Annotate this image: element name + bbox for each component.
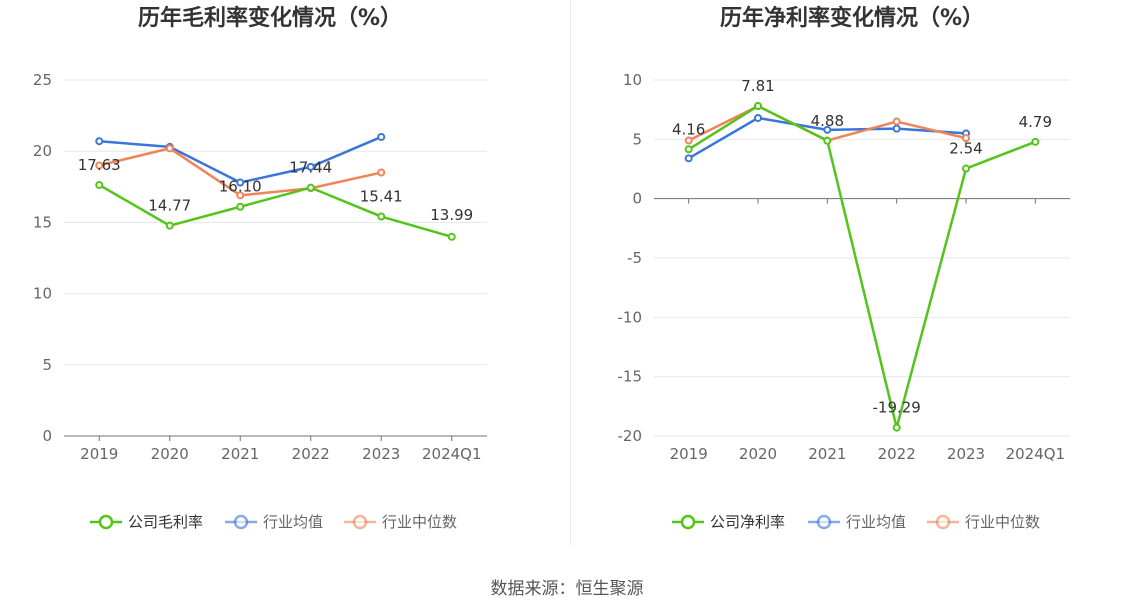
chart1-y-tick-label: 20 — [33, 142, 52, 160]
chart2-series-line-0 — [688, 104, 1036, 429]
chart2-series-point-1 — [823, 125, 832, 134]
chart2-series-point-2 — [684, 136, 693, 145]
chart1-series-line-1 — [99, 135, 382, 184]
source-note: 数据来源：恒生聚源 — [490, 579, 644, 599]
chart1-legend-marker — [98, 514, 114, 530]
chart2-legend-label: 行业中位数 — [965, 513, 1040, 531]
chart2-series-point-1 — [754, 113, 762, 122]
chart2-x-tick-label: 2019 — [670, 445, 708, 463]
chart2-data-label: 4.88 — [811, 112, 844, 130]
chart1-data-label: 16.10 — [219, 178, 262, 196]
chart2-series-point-2 — [962, 134, 970, 143]
chart1-y-tick-label: 15 — [33, 213, 52, 231]
chart2-series-point-0 — [754, 101, 762, 110]
chart2-legend-marker — [680, 514, 696, 530]
chart2-x-tick-label: 2022 — [878, 445, 916, 463]
chart1-x-tick-label: 2023 — [362, 445, 400, 463]
chart1-legend-label: 行业均值 — [263, 513, 323, 531]
chart2-y-tick-label: 5 — [632, 130, 642, 148]
chart1-series-point-1 — [306, 162, 315, 171]
chart2-x-tick-label: 2024Q1 — [1006, 445, 1066, 463]
chart2-data-label: -19.29 — [872, 399, 920, 417]
chart2-y-tick-label: 10 — [623, 71, 642, 89]
chart2-data-label: 7.81 — [741, 77, 774, 95]
chart2-series-point-0 — [823, 136, 832, 145]
chart2-series-point-1 — [684, 154, 693, 163]
chart2-series-point-0 — [1031, 137, 1040, 146]
chart1-x-tick-label: 2020 — [151, 445, 189, 463]
chart1-series-point-2 — [165, 144, 174, 153]
chart1-legend-label: 行业中位数 — [382, 513, 457, 531]
chart2-y-tick-label: 0 — [632, 190, 642, 208]
chart2-legend-label: 公司净利率 — [710, 513, 785, 531]
chart1-x-tick-label: 2024Q1 — [422, 445, 482, 463]
chart1-series-point-0 — [306, 183, 315, 192]
chart2-series-point-1 — [892, 124, 901, 133]
chart2-x-tick-label: 2023 — [947, 445, 985, 463]
chart2-title: 历年净利率变化情况（%） — [720, 5, 984, 31]
chart2-series-point-2 — [892, 117, 901, 126]
chart2-y-tick-label: -15 — [618, 368, 643, 386]
chart1-data-label: 17.44 — [289, 159, 332, 177]
chart1-series-point-2 — [95, 161, 104, 170]
chart1-x-tick-label: 2021 — [221, 445, 259, 463]
chart2-x-tick-label: 2020 — [739, 445, 777, 463]
chart1-series-point-1 — [236, 178, 245, 187]
chart2-x-tick-label: 2021 — [808, 445, 846, 463]
chart1-data-label: 13.99 — [430, 206, 473, 224]
chart1-series-point-1 — [377, 132, 386, 141]
chart1-y-tick-label: 0 — [42, 427, 52, 445]
chart2-y-tick-label: -10 — [618, 308, 643, 326]
chart1-x-tick-label: 2022 — [292, 445, 330, 463]
chart1-series-line-0 — [98, 183, 453, 238]
chart1-series-point-2 — [236, 191, 245, 200]
chart1-x-tick-label: 2019 — [80, 445, 118, 463]
chart2-data-label: 2.54 — [949, 140, 982, 158]
chart1-series-point-0 — [236, 202, 245, 211]
chart1-series-point-2 — [377, 168, 386, 177]
chart1-legend-marker — [352, 514, 368, 530]
chart1-legend-label: 公司毛利率 — [128, 513, 203, 531]
chart1-series-point-0 — [95, 180, 104, 189]
chart2-y-tick-label: -5 — [627, 249, 642, 267]
chart2-legend-marker — [816, 514, 832, 530]
chart2-y-tick-label: -20 — [618, 427, 643, 445]
chart1-legend-marker — [233, 514, 249, 530]
chart2-data-label: 4.16 — [672, 120, 705, 138]
chart1-series-point-1 — [95, 137, 104, 146]
chart1-y-tick-label: 10 — [33, 285, 52, 303]
chart2-series-point-0 — [684, 145, 693, 154]
chart1-data-label: 17.63 — [78, 156, 121, 174]
chart1-data-label: 15.41 — [360, 188, 403, 206]
chart1-y-tick-label: 5 — [42, 356, 52, 374]
chart1-series-point-0 — [447, 232, 456, 241]
chart1-series-point-0 — [377, 212, 386, 221]
chart1-title: 历年毛利率变化情况（%） — [138, 5, 402, 31]
chart2-data-label: 4.79 — [1019, 113, 1052, 131]
chart1-series-point-0 — [165, 221, 174, 230]
chart1-data-label: 14.77 — [148, 197, 191, 215]
panel-divider — [570, 0, 571, 545]
chart2-legend-label: 行业均值 — [846, 513, 906, 531]
chart2-series-point-0 — [892, 423, 901, 432]
chart2-legend-marker — [935, 514, 951, 530]
chart1-y-tick-label: 25 — [33, 71, 52, 89]
chart2-series-point-0 — [962, 164, 970, 173]
